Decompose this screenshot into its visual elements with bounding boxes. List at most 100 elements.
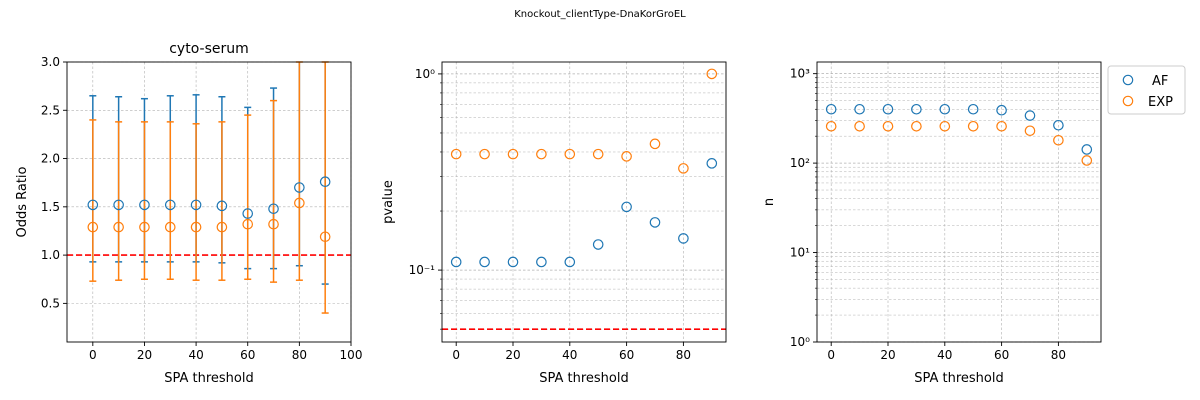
point-exp — [649, 138, 661, 150]
point-exp — [450, 148, 462, 160]
point-exp — [536, 148, 547, 160]
point-af — [536, 256, 547, 268]
point-exp — [319, 231, 331, 243]
point-exp — [621, 151, 632, 162]
legend-marker-exp — [1122, 95, 1134, 107]
point-af — [1081, 144, 1093, 155]
point-exp — [592, 148, 604, 160]
point-af — [507, 256, 519, 268]
point-exp — [87, 221, 99, 233]
point-af — [164, 199, 176, 211]
x-tick-label: 40 — [562, 348, 577, 362]
x-tick-label: 20 — [880, 348, 895, 362]
x-tick-label: 40 — [937, 348, 952, 362]
point-af — [882, 103, 894, 115]
point-af — [706, 158, 718, 169]
y-tick-label: 10³ — [790, 67, 810, 81]
point-exp — [882, 120, 894, 132]
y-tick-label: 1.0 — [41, 248, 60, 262]
point-exp — [678, 163, 689, 174]
y-tick-label: 0.5 — [41, 296, 60, 310]
y-tick-label: 2.5 — [41, 103, 60, 117]
point-af — [1024, 110, 1036, 121]
point-exp — [1081, 155, 1093, 166]
point-exp — [113, 221, 124, 233]
point-af — [319, 176, 331, 188]
point-exp — [939, 120, 951, 132]
n-panel: SPA threshold n 0 20 40 60 80 10⁰ 10¹ 10² 10³ — [762, 61, 1102, 386]
point-af — [479, 256, 490, 268]
point-exp — [139, 221, 150, 233]
n-plot-area: 0 20 40 60 80 10⁰ 10¹ 10² 10³ — [790, 61, 1102, 362]
legend-marker-af — [1122, 74, 1134, 86]
point-exp — [854, 120, 865, 132]
point-af — [87, 199, 99, 211]
point-exp — [507, 148, 519, 160]
point-exp — [242, 218, 254, 230]
point-af — [113, 199, 124, 211]
point-exp — [564, 148, 576, 160]
legend-label-af: AF — [1152, 74, 1168, 89]
odds-ratio-panel-title: cyto-serum — [169, 41, 249, 57]
point-af — [139, 199, 150, 211]
y-tick-label: 10² — [790, 156, 810, 170]
y-tick-label: 1.5 — [41, 200, 60, 214]
pvalue-plot-area: 0 20 40 60 80 10⁻¹ 10⁰ — [409, 61, 727, 362]
y-tick-label: 3.0 — [41, 55, 60, 69]
odds-ratio-ylabel: Odds Ratio — [15, 166, 30, 237]
figure-suptitle: Knockout_clientType-DnaKorGroEL — [514, 9, 686, 20]
x-tick-label: 0 — [89, 348, 97, 362]
x-tick-label: 0 — [827, 348, 835, 362]
axes-frame — [66, 61, 352, 343]
point-exp — [825, 120, 837, 132]
x-tick-label: 20 — [137, 348, 152, 362]
point-exp — [967, 120, 979, 132]
x-tick-label: 40 — [188, 348, 203, 362]
point-af — [450, 256, 462, 268]
axes-frame — [816, 61, 1102, 343]
point-af — [1053, 119, 1064, 131]
point-exp — [706, 68, 718, 80]
point-exp — [164, 221, 176, 233]
point-af — [967, 103, 979, 115]
point-af — [621, 201, 632, 213]
x-tick-label: 100 — [340, 348, 363, 362]
point-exp — [294, 197, 305, 209]
point-af — [996, 104, 1007, 116]
x-tick-label: 20 — [505, 348, 520, 362]
point-exp — [1053, 134, 1064, 146]
x-tick-label: 60 — [240, 348, 255, 362]
point-af — [678, 233, 689, 244]
n-xlabel: SPA threshold — [914, 371, 1004, 386]
y-tick-label: 2.0 — [41, 152, 60, 166]
x-tick-label: 80 — [676, 348, 691, 362]
y-tick-label: 10¹ — [790, 246, 810, 260]
point-af — [190, 199, 202, 211]
point-af — [854, 103, 865, 115]
y-tick-label: 10⁻¹ — [409, 263, 436, 277]
legend-label-exp: EXP — [1148, 95, 1173, 110]
legend: AF EXP — [1107, 65, 1186, 115]
point-af — [564, 256, 576, 268]
point-exp — [216, 221, 228, 233]
point-exp — [479, 148, 490, 160]
n-ylabel: n — [762, 198, 777, 206]
axes-frame — [441, 61, 727, 343]
legend-frame — [1107, 65, 1186, 115]
point-af — [268, 203, 279, 215]
point-af — [911, 103, 922, 115]
point-af — [216, 200, 228, 212]
y-tick-label: 10⁰ — [415, 67, 435, 81]
pvalue-panel: SPA threshold pvalue 0 20 40 60 80 10⁻¹ 10⁰ — [381, 61, 727, 386]
x-tick-label: 60 — [619, 348, 634, 362]
pvalue-ylabel: pvalue — [381, 180, 396, 224]
point-af — [649, 217, 661, 228]
x-tick-label: 80 — [1051, 348, 1066, 362]
point-exp — [911, 120, 922, 132]
point-exp — [190, 221, 202, 233]
pvalue-xlabel: SPA threshold — [539, 371, 629, 386]
y-tick-label: 10⁰ — [790, 335, 810, 349]
odds-ratio-panel: cyto-serum SPA threshold Odds Ratio 0 20 4… — [15, 41, 362, 386]
point-af — [825, 103, 837, 115]
